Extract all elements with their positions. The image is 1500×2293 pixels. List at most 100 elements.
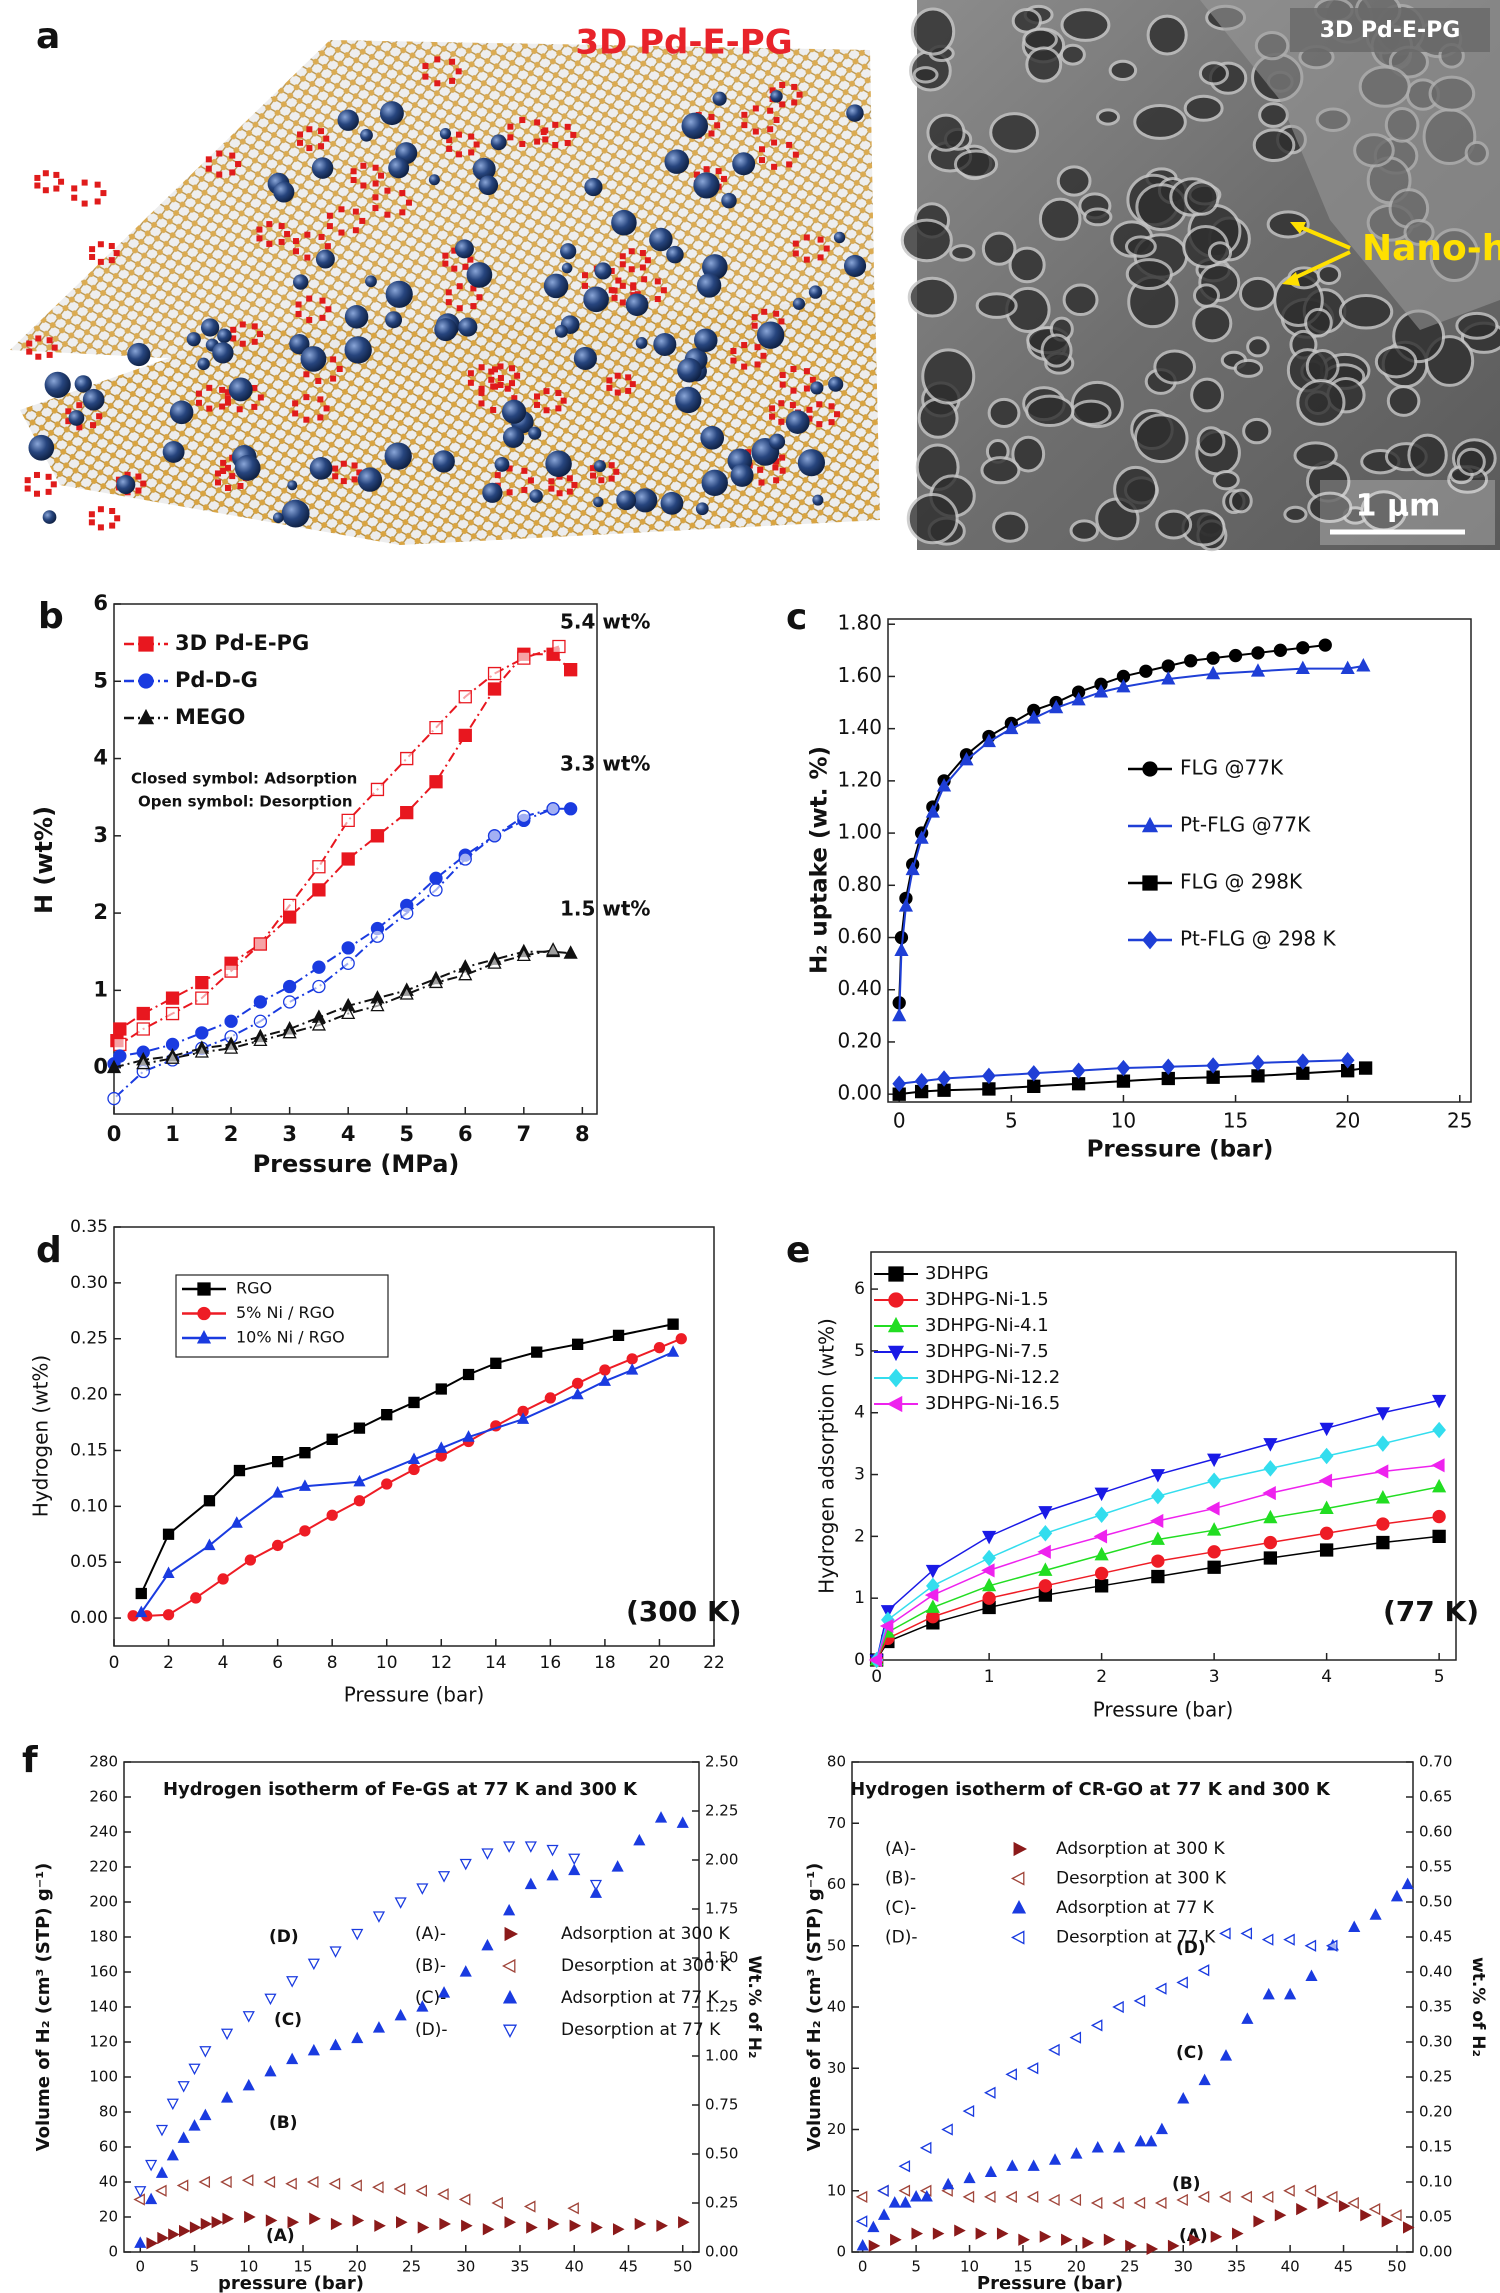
pd-nanoparticle bbox=[169, 400, 194, 425]
marker bbox=[547, 2217, 560, 2231]
pd-vacancy bbox=[318, 233, 325, 240]
y-tick-label: 0.80 bbox=[837, 872, 882, 896]
panel-label: c bbox=[786, 597, 807, 638]
marker bbox=[399, 986, 414, 1000]
y-axis-label: Hydrogen (wt%) bbox=[29, 1355, 53, 1517]
pd-vacancy bbox=[318, 143, 325, 150]
marker bbox=[568, 1853, 581, 1866]
marker bbox=[1004, 720, 1019, 735]
pd-vacancy bbox=[771, 163, 778, 170]
pd-vacancy bbox=[792, 240, 799, 247]
pd-vacancy bbox=[51, 344, 58, 351]
x-axis-label: Pressure (bar) bbox=[344, 1683, 485, 1707]
marker bbox=[654, 1811, 668, 1823]
marker bbox=[394, 1897, 407, 1909]
marker bbox=[244, 1554, 257, 1566]
legend-label: 3DHPG-Ni-7.5 bbox=[925, 1341, 1049, 1362]
pd-vacancy bbox=[140, 480, 147, 487]
y2-tick-label: 0.10 bbox=[1419, 2173, 1452, 2191]
pore bbox=[1025, 46, 1063, 83]
pd-vacancy bbox=[319, 297, 326, 304]
legend-label: 3DHPG-Ni-4.1 bbox=[925, 1315, 1049, 1336]
y-tick-label: 1 bbox=[854, 1588, 865, 1608]
legend-label: Adsorption at 77 K bbox=[1056, 1898, 1215, 1918]
marker bbox=[1071, 1062, 1086, 1079]
pd-nanoparticle bbox=[529, 489, 543, 503]
pd-vacancy bbox=[97, 241, 104, 248]
marker bbox=[879, 1618, 894, 1634]
marker bbox=[1319, 1543, 1334, 1557]
marker bbox=[1018, 2233, 1030, 2246]
x-tick-label: 5 bbox=[190, 2258, 200, 2276]
marker bbox=[253, 1014, 268, 1028]
marker bbox=[982, 1082, 996, 1096]
legend-label: Pd-D-G bbox=[175, 668, 258, 692]
pd-vacancy bbox=[455, 131, 462, 138]
pd-vacancy bbox=[94, 181, 101, 188]
pd-vacancy bbox=[206, 384, 213, 391]
pd-vacancy bbox=[630, 284, 637, 291]
x-axis-label: Pressure (bar) bbox=[1093, 1698, 1234, 1722]
x-tick-label: 50 bbox=[1387, 2258, 1406, 2276]
marker bbox=[166, 2098, 179, 2111]
marker bbox=[1037, 1544, 1051, 1559]
pd-vacancy bbox=[611, 287, 618, 294]
pd-vacancy bbox=[817, 236, 824, 243]
pd-vacancy bbox=[773, 116, 780, 123]
pd-vacancy bbox=[534, 138, 541, 145]
marker bbox=[963, 2171, 976, 2184]
y-tick-label: 0.05 bbox=[70, 1552, 108, 1572]
y-tick-label: 1.00 bbox=[837, 820, 882, 844]
pd-vacancy bbox=[509, 365, 516, 372]
y2-tick-label: 0.30 bbox=[1419, 2033, 1452, 2051]
marker bbox=[1090, 2019, 1103, 2032]
marker bbox=[1319, 1447, 1334, 1465]
marker bbox=[177, 2081, 190, 2093]
pore bbox=[906, 493, 959, 545]
annotation: (D) bbox=[269, 1927, 299, 1947]
x-tick-label: 2 bbox=[163, 1653, 174, 1673]
marker bbox=[1184, 654, 1198, 668]
pd-nanoparticle bbox=[494, 456, 510, 472]
marker bbox=[1070, 2147, 1083, 2159]
pd-nanoparticle bbox=[664, 149, 690, 174]
y-tick-label: 220 bbox=[89, 1858, 118, 1876]
pd-vacancy bbox=[399, 190, 406, 197]
pd-vacancy bbox=[292, 248, 299, 255]
marker bbox=[1375, 1490, 1390, 1504]
marker bbox=[612, 2223, 625, 2236]
marker bbox=[264, 1993, 277, 2006]
pd-vacancy bbox=[543, 407, 550, 414]
y2-tick-label: 0.75 bbox=[705, 2096, 738, 2114]
pd-nanoparticle bbox=[311, 157, 334, 179]
marker bbox=[1071, 1077, 1086, 1091]
y-tick-label: 0.20 bbox=[70, 1385, 108, 1405]
pd-nanoparticle bbox=[228, 377, 253, 402]
x-tick-label: 4 bbox=[341, 1122, 356, 1146]
pore bbox=[1062, 283, 1099, 317]
marker bbox=[932, 2227, 945, 2240]
pd-nanoparticle bbox=[472, 157, 496, 181]
pd-vacancy bbox=[352, 208, 359, 215]
legend-marker bbox=[502, 2024, 518, 2038]
pd-nanoparticle bbox=[289, 333, 310, 355]
pd-vacancy bbox=[45, 473, 52, 480]
marker bbox=[381, 1478, 393, 1490]
pore bbox=[1305, 348, 1340, 385]
pd-vacancy bbox=[251, 323, 258, 330]
marker bbox=[503, 1903, 516, 1916]
marker bbox=[516, 947, 531, 962]
marker bbox=[905, 861, 920, 876]
marker bbox=[599, 1364, 611, 1376]
pd-vacancy bbox=[823, 245, 830, 252]
legend-marker bbox=[888, 1368, 904, 1388]
pd-vacancy bbox=[229, 473, 236, 480]
pore bbox=[1307, 491, 1353, 523]
x-axis-label: Pressure (bar) bbox=[1087, 1137, 1274, 1163]
x-tick-label: 30 bbox=[456, 2258, 475, 2276]
plot-frame bbox=[113, 1226, 715, 1647]
marker bbox=[211, 2216, 224, 2229]
pore bbox=[1293, 441, 1338, 470]
pd-vacancy bbox=[791, 83, 798, 90]
